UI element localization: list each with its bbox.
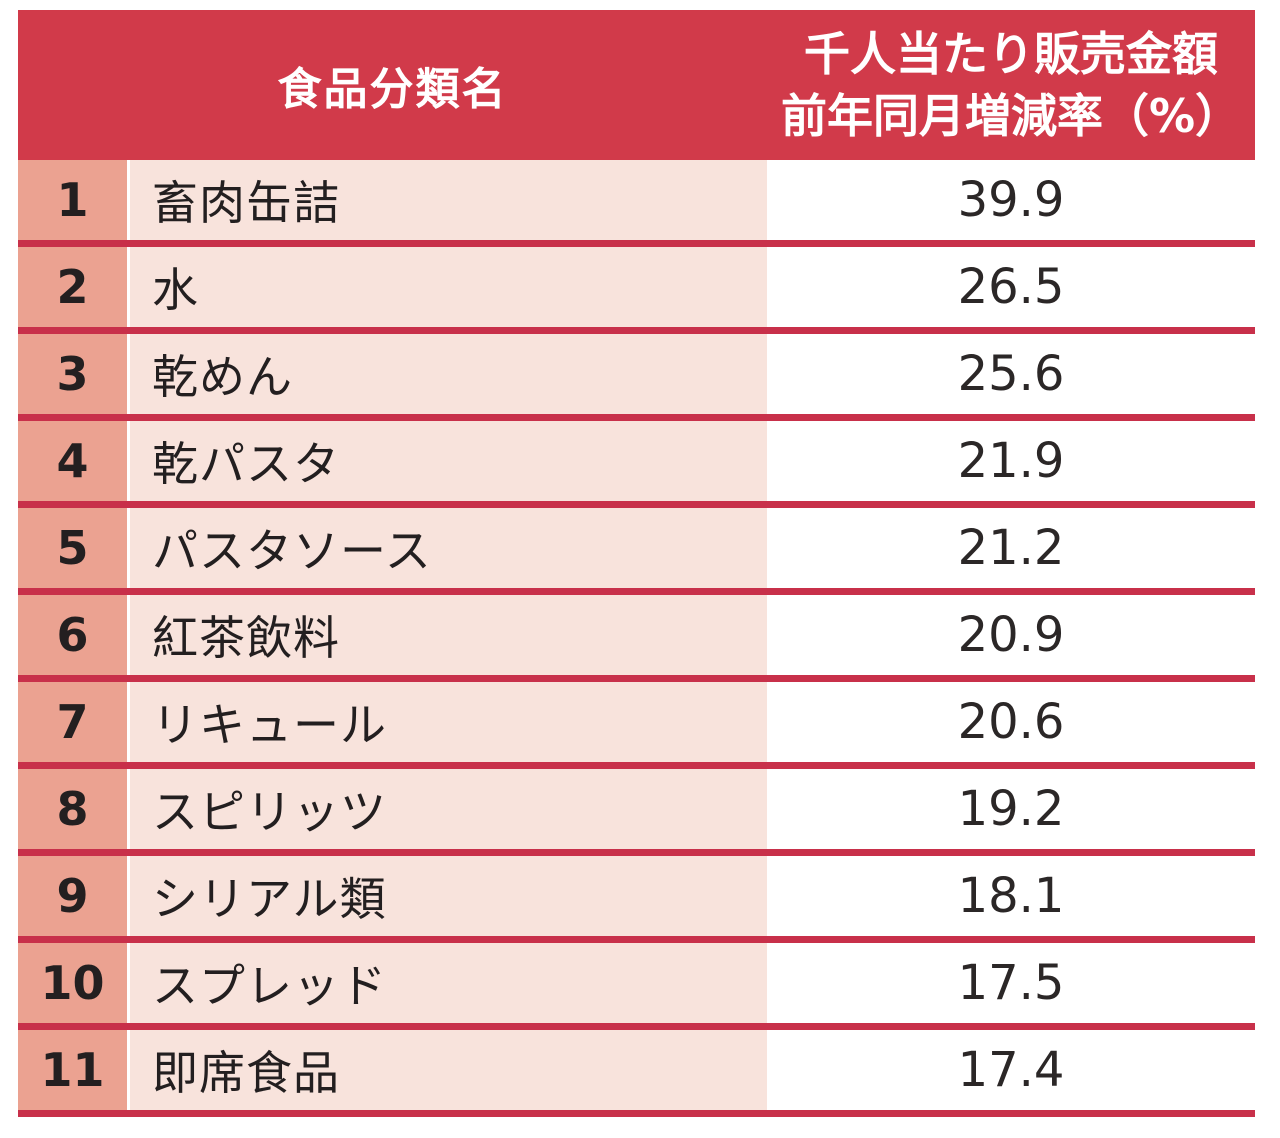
column-gap <box>127 1030 130 1110</box>
rank-cell: 5 <box>18 508 127 588</box>
category-name-cell: 乾パスタ <box>130 421 767 501</box>
header-category-label: 食品分類名 <box>277 64 508 115</box>
header-value-label-line2: 前年同月増減率（%） <box>780 89 1242 143</box>
rank-cell: 2 <box>18 247 127 327</box>
rank-cell: 11 <box>18 1030 127 1110</box>
category-name-cell: シリアル類 <box>130 856 767 936</box>
column-gap <box>127 943 130 1023</box>
table-row: 11 即席食品 17.4 <box>18 1030 1255 1117</box>
table-body: 1 畜肉缶詰 39.9 2 水 26.5 3 乾めん 25.6 4 乾パスタ 2… <box>18 160 1255 1117</box>
category-name-cell: 即席食品 <box>130 1030 767 1110</box>
column-gap <box>127 508 130 588</box>
value-cell: 21.9 <box>767 421 1255 501</box>
category-name-cell: 水 <box>130 247 767 327</box>
value-cell: 18.1 <box>767 856 1255 936</box>
value-cell: 20.9 <box>767 595 1255 675</box>
header-value-label: 千人当たり販売金額 前年同月増減率（%） <box>767 23 1255 147</box>
value-cell: 25.6 <box>767 334 1255 414</box>
column-gap <box>127 247 130 327</box>
value-cell: 20.6 <box>767 682 1255 762</box>
table-row: 4 乾パスタ 21.9 <box>18 421 1255 508</box>
table-row: 5 パスタソース 21.2 <box>18 508 1255 595</box>
column-gap <box>127 334 130 414</box>
category-name-cell: 紅茶飲料 <box>130 595 767 675</box>
table-header-row: 食品分類名 千人当たり販売金額 前年同月増減率（%） <box>18 10 1255 160</box>
value-cell: 21.2 <box>767 508 1255 588</box>
column-gap <box>127 595 130 675</box>
rank-cell: 3 <box>18 334 127 414</box>
table-row: 2 水 26.5 <box>18 247 1255 334</box>
category-name-cell: リキュール <box>130 682 767 762</box>
rank-cell: 6 <box>18 595 127 675</box>
table-row: 8 スピリッツ 19.2 <box>18 769 1255 856</box>
header-value-label-line1: 千人当たり販売金額 <box>804 27 1218 81</box>
category-name-cell: パスタソース <box>130 508 767 588</box>
column-gap <box>127 682 130 762</box>
column-gap <box>127 769 130 849</box>
rank-cell: 4 <box>18 421 127 501</box>
value-cell: 17.4 <box>767 1030 1255 1110</box>
rank-cell: 9 <box>18 856 127 936</box>
rank-cell: 8 <box>18 769 127 849</box>
table-row: 6 紅茶飲料 20.9 <box>18 595 1255 682</box>
table-row: 3 乾めん 25.6 <box>18 334 1255 421</box>
category-name-cell: 乾めん <box>130 334 767 414</box>
ranking-table: 食品分類名 千人当たり販売金額 前年同月増減率（%） 1 畜肉缶詰 39.9 2… <box>18 10 1255 1117</box>
table-row: 9 シリアル類 18.1 <box>18 856 1255 943</box>
value-cell: 26.5 <box>767 247 1255 327</box>
value-cell: 39.9 <box>767 160 1255 240</box>
rank-cell: 7 <box>18 682 127 762</box>
table-row: 10 スプレッド 17.5 <box>18 943 1255 1030</box>
category-name-cell: 畜肉缶詰 <box>130 160 767 240</box>
column-gap <box>127 160 130 240</box>
column-gap <box>127 421 130 501</box>
value-cell: 17.5 <box>767 943 1255 1023</box>
table-row: 7 リキュール 20.6 <box>18 682 1255 769</box>
table-row: 1 畜肉缶詰 39.9 <box>18 160 1255 247</box>
rank-cell: 1 <box>18 160 127 240</box>
value-cell: 19.2 <box>767 769 1255 849</box>
rank-cell: 10 <box>18 943 127 1023</box>
category-name-cell: スプレッド <box>130 943 767 1023</box>
category-name-cell: スピリッツ <box>130 769 767 849</box>
column-gap <box>127 856 130 936</box>
